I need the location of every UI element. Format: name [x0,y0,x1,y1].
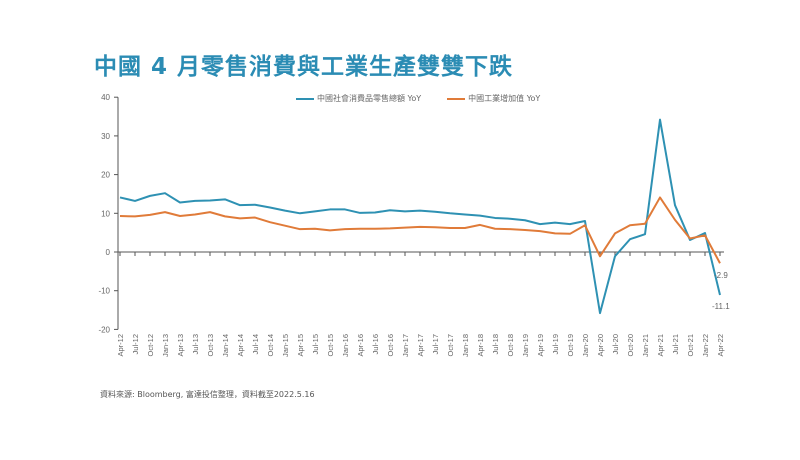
x-tick-label: Oct-21 [686,334,695,357]
x-tick-label: Jul-21 [671,334,680,354]
y-tick-label: 0 [106,248,111,257]
x-tick-label: Oct-13 [206,334,215,357]
retail-last-value-label: -11.1 [712,302,730,311]
x-tick-label: Jan-22 [701,334,710,357]
legend-swatch-retail [296,97,314,100]
industry-last-value-label: -2.9 [714,271,728,280]
x-tick-label: Jan-17 [401,334,410,357]
x-tick-label: Oct-20 [626,334,635,357]
x-tick-label: Oct-15 [326,334,335,357]
legend-item-industry: 中國工業增加值 YoY [447,93,540,104]
x-tick-label: Jan-13 [161,334,170,357]
x-tick-label: Jan-19 [521,334,530,357]
x-tick-label: Jan-16 [341,334,350,357]
x-tick-label: Oct-14 [266,334,275,357]
x-tick-label: Apr-14 [236,334,245,357]
legend-item-retail: 中國社會消費品零售總額 YoY [296,93,421,104]
legend-label-industry: 中國工業增加值 YoY [468,94,541,103]
x-tick-label: Oct-19 [566,334,575,357]
x-tick-label: Jul-20 [611,334,620,354]
retail-sales-line [119,118,721,315]
x-tick-label: Apr-12 [116,334,125,357]
x-tick-label: Jul-18 [491,334,500,354]
x-tick-label: Jan-14 [221,334,230,357]
x-tick-label: Apr-18 [476,334,485,357]
x-tick-label: Jul-12 [131,334,140,354]
chart-title: 中國 4 月零售消費與工業生產雙雙下跌 [94,54,514,80]
x-tick-label: Jan-20 [581,334,590,357]
x-tick-label: Oct-17 [446,334,455,357]
x-tick-label: Apr-20 [596,334,605,357]
y-tick-label: -20 [98,325,110,334]
x-tick-label: Jul-17 [431,334,440,354]
x-tick-label: Apr-17 [416,334,425,357]
x-tick-label: Oct-18 [506,334,515,357]
legend: 中國社會消費品零售總額 YoY 中國工業增加值 YoY [296,93,540,104]
y-tick-label: -10 [98,287,110,296]
x-tick-label: Jul-14 [251,334,260,354]
x-tick-label: Apr-13 [176,334,185,357]
source-footnote: 資料來源: Bloomberg, 富達投信整理，資料截至2022.5.16 [100,390,315,399]
x-tick-label: Apr-21 [656,334,665,357]
x-tick-label: Apr-16 [356,334,365,357]
x-tick-label: Apr-19 [536,334,545,357]
y-tick-label: 30 [101,132,110,141]
x-tick-label: Jul-15 [311,334,320,354]
x-tick-label: Oct-16 [386,334,395,357]
industrial-output-line [119,196,721,264]
x-tick-label: Apr-22 [716,334,725,357]
legend-swatch-industry [447,97,466,100]
x-tick-label: Jan-15 [281,334,290,357]
x-tick-label: Jul-19 [551,334,560,354]
legend-label-retail: 中國社會消費品零售總額 YoY [317,94,422,103]
x-tick-label: Oct-12 [146,334,155,357]
y-tick-label: 10 [101,209,110,218]
x-tick-label: Apr-15 [296,334,305,357]
x-tick-label: Jul-13 [191,334,200,354]
y-tick-label: 40 [101,93,110,102]
y-tick-label: 20 [101,171,110,180]
x-tick-label: Jan-18 [461,334,470,357]
x-tick-label: Jan-21 [641,334,650,357]
x-tick-label: Jul-16 [371,334,380,354]
